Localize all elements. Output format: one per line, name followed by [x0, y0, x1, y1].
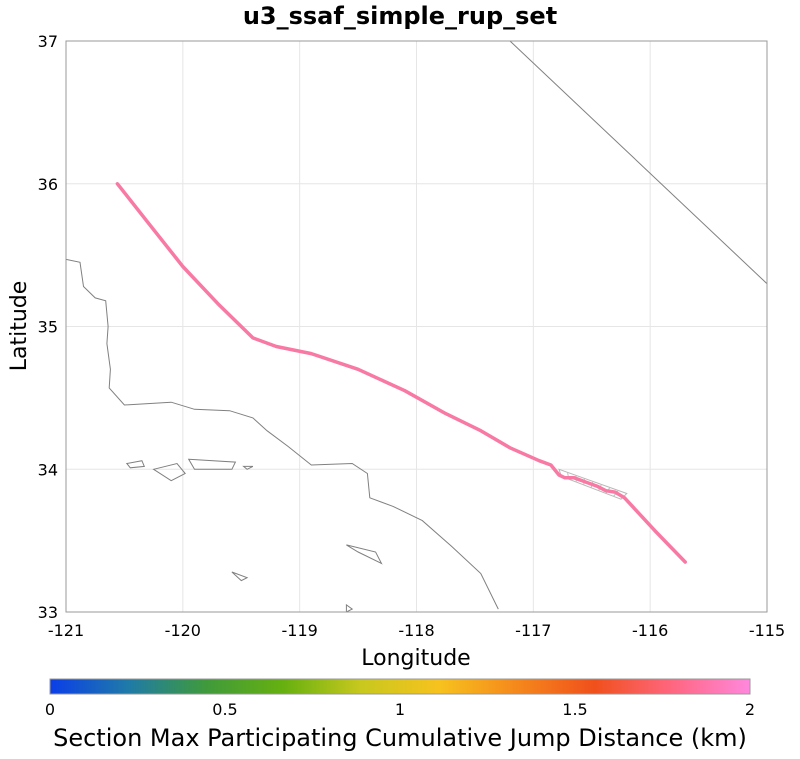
island-outline [346, 544, 383, 565]
y-tick-label: 33 [38, 603, 58, 622]
island-outline [152, 462, 186, 482]
x-axis-label: Longitude [361, 646, 470, 671]
colorbar-tick-label: 1.5 [562, 700, 587, 719]
y-tick-label: 37 [38, 32, 58, 51]
colorbar-tick-label: 2 [745, 700, 755, 719]
island-outline [187, 458, 237, 470]
state-border-line [509, 41, 767, 285]
colorbar [49, 678, 751, 695]
x-tick-label: -115 [749, 621, 785, 640]
y-tick-label: 34 [38, 460, 58, 479]
colorbar-tick-label: 1 [395, 700, 405, 719]
island-outline [231, 571, 249, 582]
x-tick-label: -121 [48, 621, 84, 640]
x-tick-label: -117 [515, 621, 551, 640]
y-tick-label: 36 [38, 175, 58, 194]
channel-islands [125, 458, 383, 612]
colorbar-ticks: 0 0.5 1 1.5 2 [45, 700, 755, 719]
colorbar-tick-label: 0.5 [212, 700, 237, 719]
fault-trace [115, 182, 687, 564]
map-area [65, 40, 768, 613]
x-tick-label: -120 [165, 621, 201, 640]
x-tick-label: -116 [632, 621, 668, 640]
x-axis-ticks: -121 -120 -119 -118 -117 -116 -115 [48, 621, 785, 640]
y-axis-ticks: 33 34 35 36 37 [38, 32, 58, 622]
island-outline [242, 465, 254, 470]
y-tick-label: 35 [38, 318, 58, 337]
grid-lines [65, 40, 768, 613]
y-axis-label: Latitude [7, 281, 32, 372]
colorbar-label: Section Max Participating Cumulative Jum… [53, 724, 747, 752]
island-outline [125, 460, 146, 469]
x-tick-label: -119 [282, 621, 318, 640]
colorbar-tick-label: 0 [45, 700, 55, 719]
x-tick-label: -118 [398, 621, 434, 640]
island-outline [345, 603, 354, 612]
coastline [66, 258, 499, 610]
plot-frame [65, 40, 768, 613]
map-title: u3_ssaf_simple_rup_set [243, 2, 557, 30]
